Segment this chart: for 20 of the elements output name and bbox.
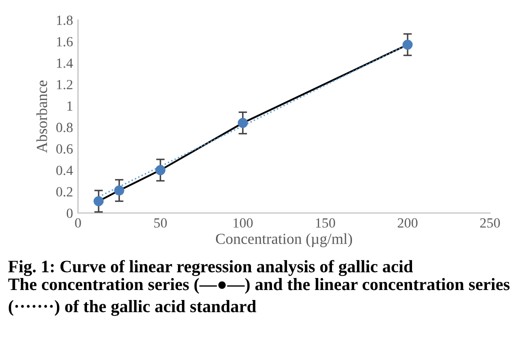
y-tick-label: 0.8 [56,122,73,132]
y-tick-label: 1.2 [57,80,72,90]
y-tick-label: 0.6 [56,144,73,154]
text: The concentration series (—●—) and the linear concentration series (·······) of the gallic acid standard [8,278,510,316]
y-axis-title: Absorbance [36,80,48,153]
x-tick-label: 0 [75,218,81,228]
x-axis-title: Concentration (µg/ml) [216,233,352,248]
y-tick-label: 1.8 [57,16,73,26]
x-tick-label: 100 [234,218,253,228]
text: Fig. 1: Curve of linear regression analysis of gallic acid [8,260,413,276]
y-tick-label: 0.4 [56,166,73,176]
y-tick-label: 1.6 [57,37,73,46]
y-tick-label: 1 [67,101,72,111]
x-tick-label: 150 [316,218,336,228]
x-tick-label: 50 [154,218,167,228]
x-tick-label: 200 [398,218,418,228]
y-tick-label: 1.4 [57,58,73,68]
x-tick-label: 250 [480,218,500,228]
y-tick-label: 0.2 [56,187,72,197]
y-tick-label: 0 [66,208,73,218]
